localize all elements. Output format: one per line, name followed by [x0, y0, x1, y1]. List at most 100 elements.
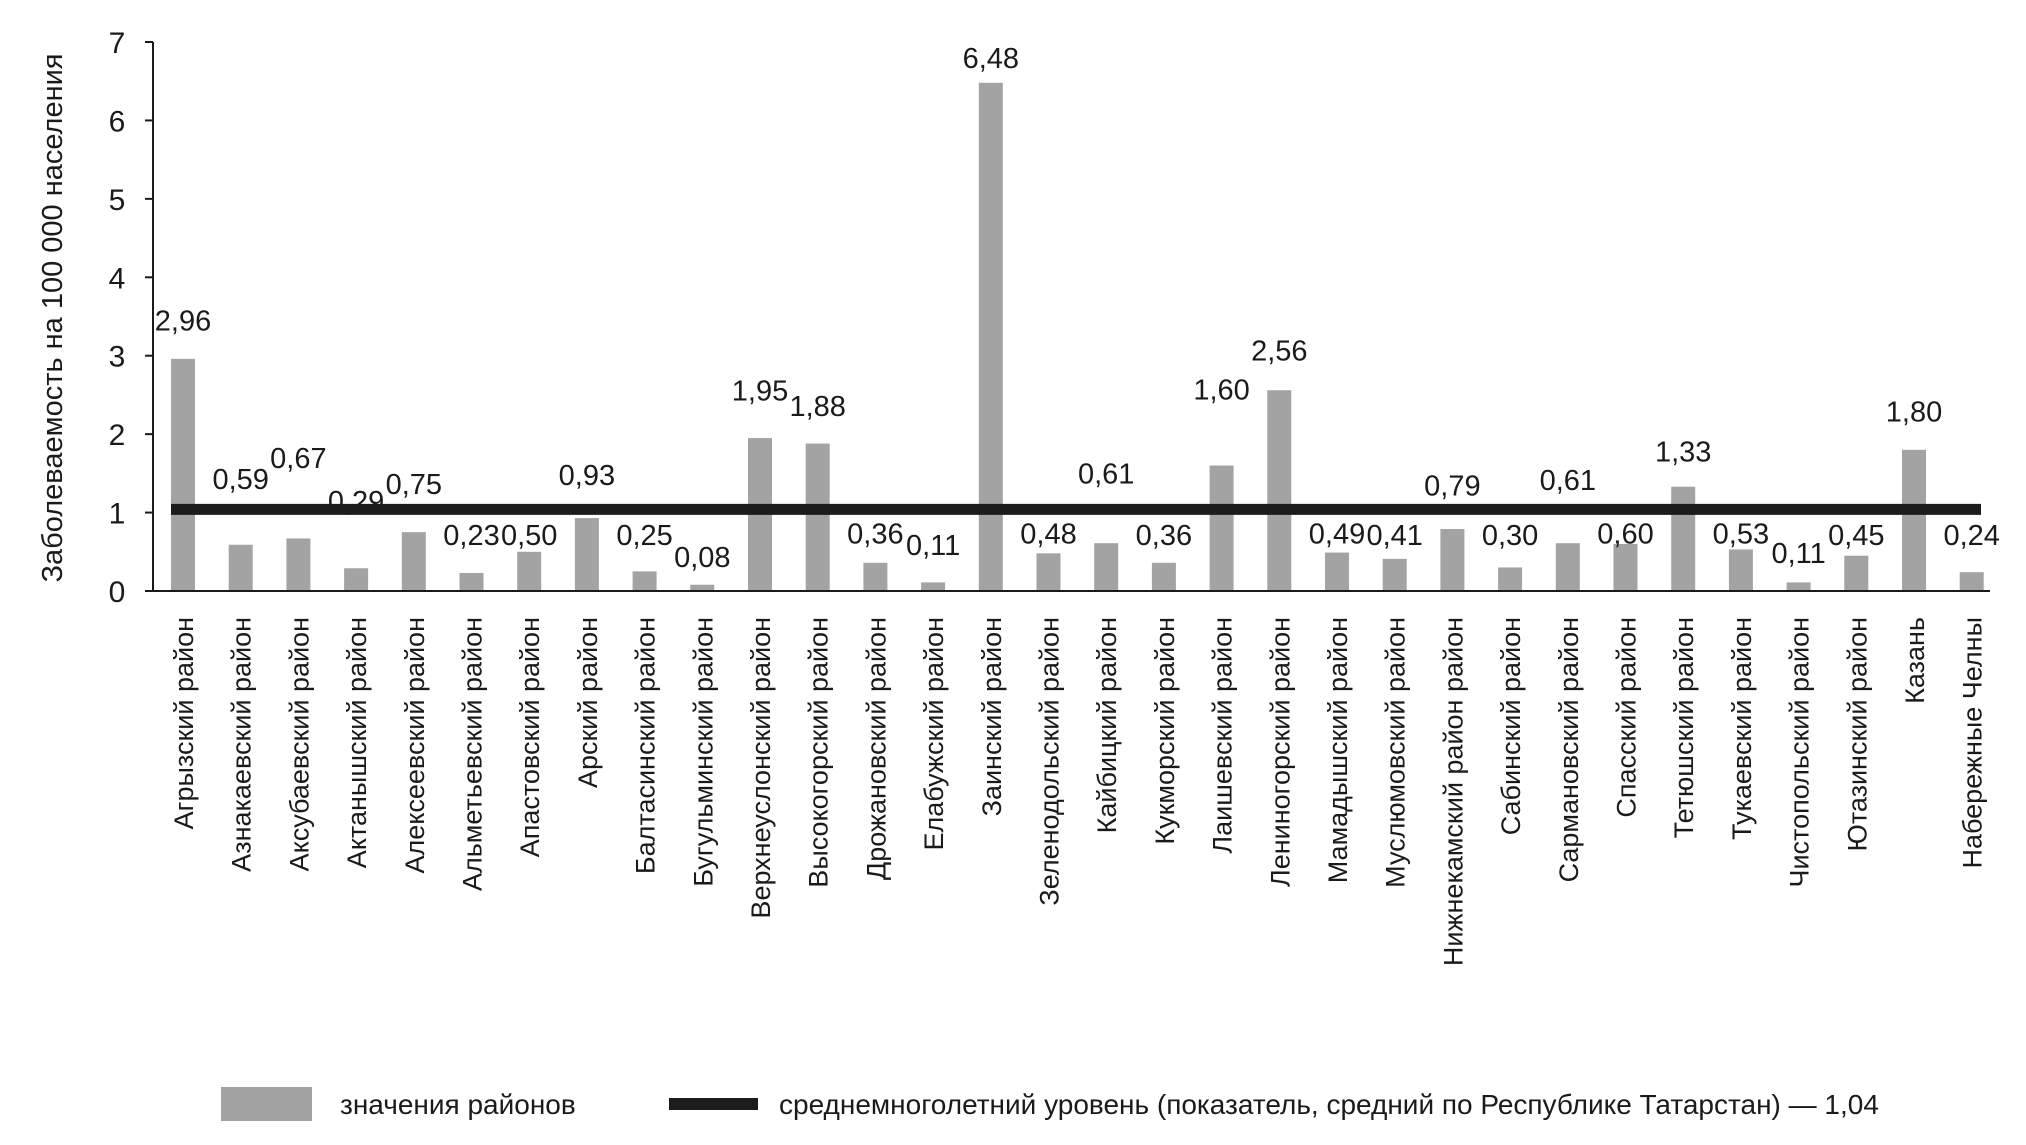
x-tick-label: Спасский район [1612, 617, 1642, 818]
bar [1325, 552, 1349, 591]
value-label: 0,50 [501, 520, 557, 552]
value-label: 2,56 [1251, 335, 1307, 367]
bar [1498, 567, 1523, 591]
legend-line-label: среднемноголетний уровень (показатель, с… [779, 1089, 1879, 1120]
x-tick-label: Альметьевский район [458, 617, 488, 891]
bar [1440, 529, 1465, 591]
y-axis-title: Заболеваемость на 100 000 населения [37, 53, 69, 582]
y-tick-label: 7 [109, 27, 126, 60]
bar [1728, 549, 1753, 591]
value-label: 0,93 [559, 460, 615, 492]
x-tick-labels: Агрызский район Азнакаевский район Аксубае… [169, 617, 1988, 966]
x-tick-label: Азнакаевский район [227, 617, 257, 872]
x-tick-label: Нижнекамский район район [1438, 617, 1468, 966]
x-tick-label: Елабужский район [919, 617, 949, 851]
x-tick-label: Тукаевский район [1727, 617, 1757, 840]
x-tick-label: Ютазинский район [1842, 617, 1872, 851]
bar [1902, 449, 1926, 591]
value-label: 1,33 [1655, 437, 1711, 469]
legend: значения районов среднемноголетний урове… [221, 1087, 1879, 1121]
x-tick-label: Кукморский район [1150, 617, 1180, 845]
bar [1671, 486, 1696, 591]
x-tick-label: Зеленодольский район [1035, 617, 1065, 906]
bar [1036, 553, 1061, 591]
y-tick-label: 6 [109, 105, 126, 138]
value-label: 1,80 [1886, 396, 1942, 428]
value-label: 0,25 [616, 520, 672, 552]
value-label: 2,96 [155, 305, 211, 337]
bar [1382, 558, 1407, 591]
value-label: 0,45 [1828, 520, 1884, 552]
value-label: 0,48 [1020, 518, 1076, 550]
value-label: 0,36 [1136, 520, 1192, 552]
x-tick-label: Балтасинский район [631, 617, 661, 874]
y-tick-label: 3 [109, 341, 126, 374]
value-label: 0,61 [1540, 465, 1596, 497]
x-tick-label: Тетюшский район [1669, 617, 1699, 838]
value-label: 1,60 [1193, 374, 1249, 406]
value-label: 0,36 [847, 518, 903, 550]
y-axis: 0 1 2 3 4 5 6 7 [109, 27, 154, 609]
bar [574, 518, 599, 591]
x-tick-label: Лениногорский район [1265, 617, 1295, 887]
x-tick-label: Высокогорский район [804, 617, 834, 888]
x-tick-label: Алексеевский район [400, 617, 430, 874]
x-tick-label: Сабинский район [1496, 617, 1526, 835]
bar [517, 551, 542, 591]
bar [1267, 390, 1292, 591]
x-tick-label: Агрызский район [169, 617, 199, 829]
y-tick-label: 2 [109, 419, 126, 452]
bar [228, 544, 253, 591]
value-label: 0,11 [906, 530, 960, 562]
value-label: 0,30 [1482, 520, 1538, 552]
bar [1209, 465, 1234, 591]
x-tick-label: Муслюмовский район [1381, 617, 1411, 888]
bar [1786, 582, 1811, 591]
value-label: 0,59 [212, 464, 268, 496]
value-label: 6,48 [963, 43, 1019, 75]
bar [401, 532, 426, 591]
value-label: 0,53 [1713, 518, 1769, 550]
x-tick-label: Верхнеуслонский район [746, 617, 776, 919]
y-tick-label: 4 [109, 262, 126, 295]
legend-bar-label: значения районов [340, 1089, 576, 1120]
x-tick-label: Лаишевский район [1208, 617, 1238, 854]
bar [286, 538, 311, 591]
y-tick-label: 0 [109, 576, 126, 609]
bars [171, 82, 1984, 591]
value-label: 0,61 [1078, 459, 1134, 491]
bar [921, 582, 946, 591]
x-tick-label: Бугульминский район [688, 617, 718, 887]
x-tick-label: Казань [1900, 617, 1930, 704]
x-tick-label: Сармановский район [1554, 617, 1584, 882]
x-tick-label: Мамадышский район [1323, 617, 1353, 883]
bar [632, 571, 657, 591]
bar [1555, 543, 1580, 591]
bar [1094, 543, 1119, 591]
legend-bar-swatch [221, 1087, 312, 1121]
value-label: 0,79 [1424, 470, 1480, 502]
value-label: 0,49 [1309, 518, 1365, 550]
x-tick-label: Аксубаевский район [284, 617, 314, 871]
value-labels: 2,960,590,670,290,750,23 0,500,930,250,08… [155, 43, 2000, 574]
x-tick-label: Набережные Челны [1958, 617, 1988, 869]
bar [1959, 572, 1984, 591]
bar [863, 562, 888, 591]
legend-line-swatch [669, 1098, 758, 1110]
value-label: 0,75 [386, 469, 442, 501]
value-label: 0,11 [1771, 538, 1825, 570]
x-tick-label: Дрожановский район [861, 617, 891, 880]
bar [1613, 543, 1638, 591]
value-label: 0,41 [1366, 520, 1422, 552]
x-tick-label: Апастовский район [515, 617, 545, 857]
bar [459, 572, 484, 591]
value-label: 0,08 [674, 542, 730, 574]
value-label: 0,60 [1597, 518, 1653, 550]
bar [1844, 555, 1869, 591]
value-label: 1,95 [732, 376, 788, 408]
x-tick-label: Чистопольский район [1785, 617, 1815, 888]
value-label: 0,67 [270, 443, 326, 475]
x-tick-label: Арский район [573, 617, 603, 788]
y-tick-label: 1 [109, 498, 126, 531]
value-label: 0,23 [443, 520, 499, 552]
